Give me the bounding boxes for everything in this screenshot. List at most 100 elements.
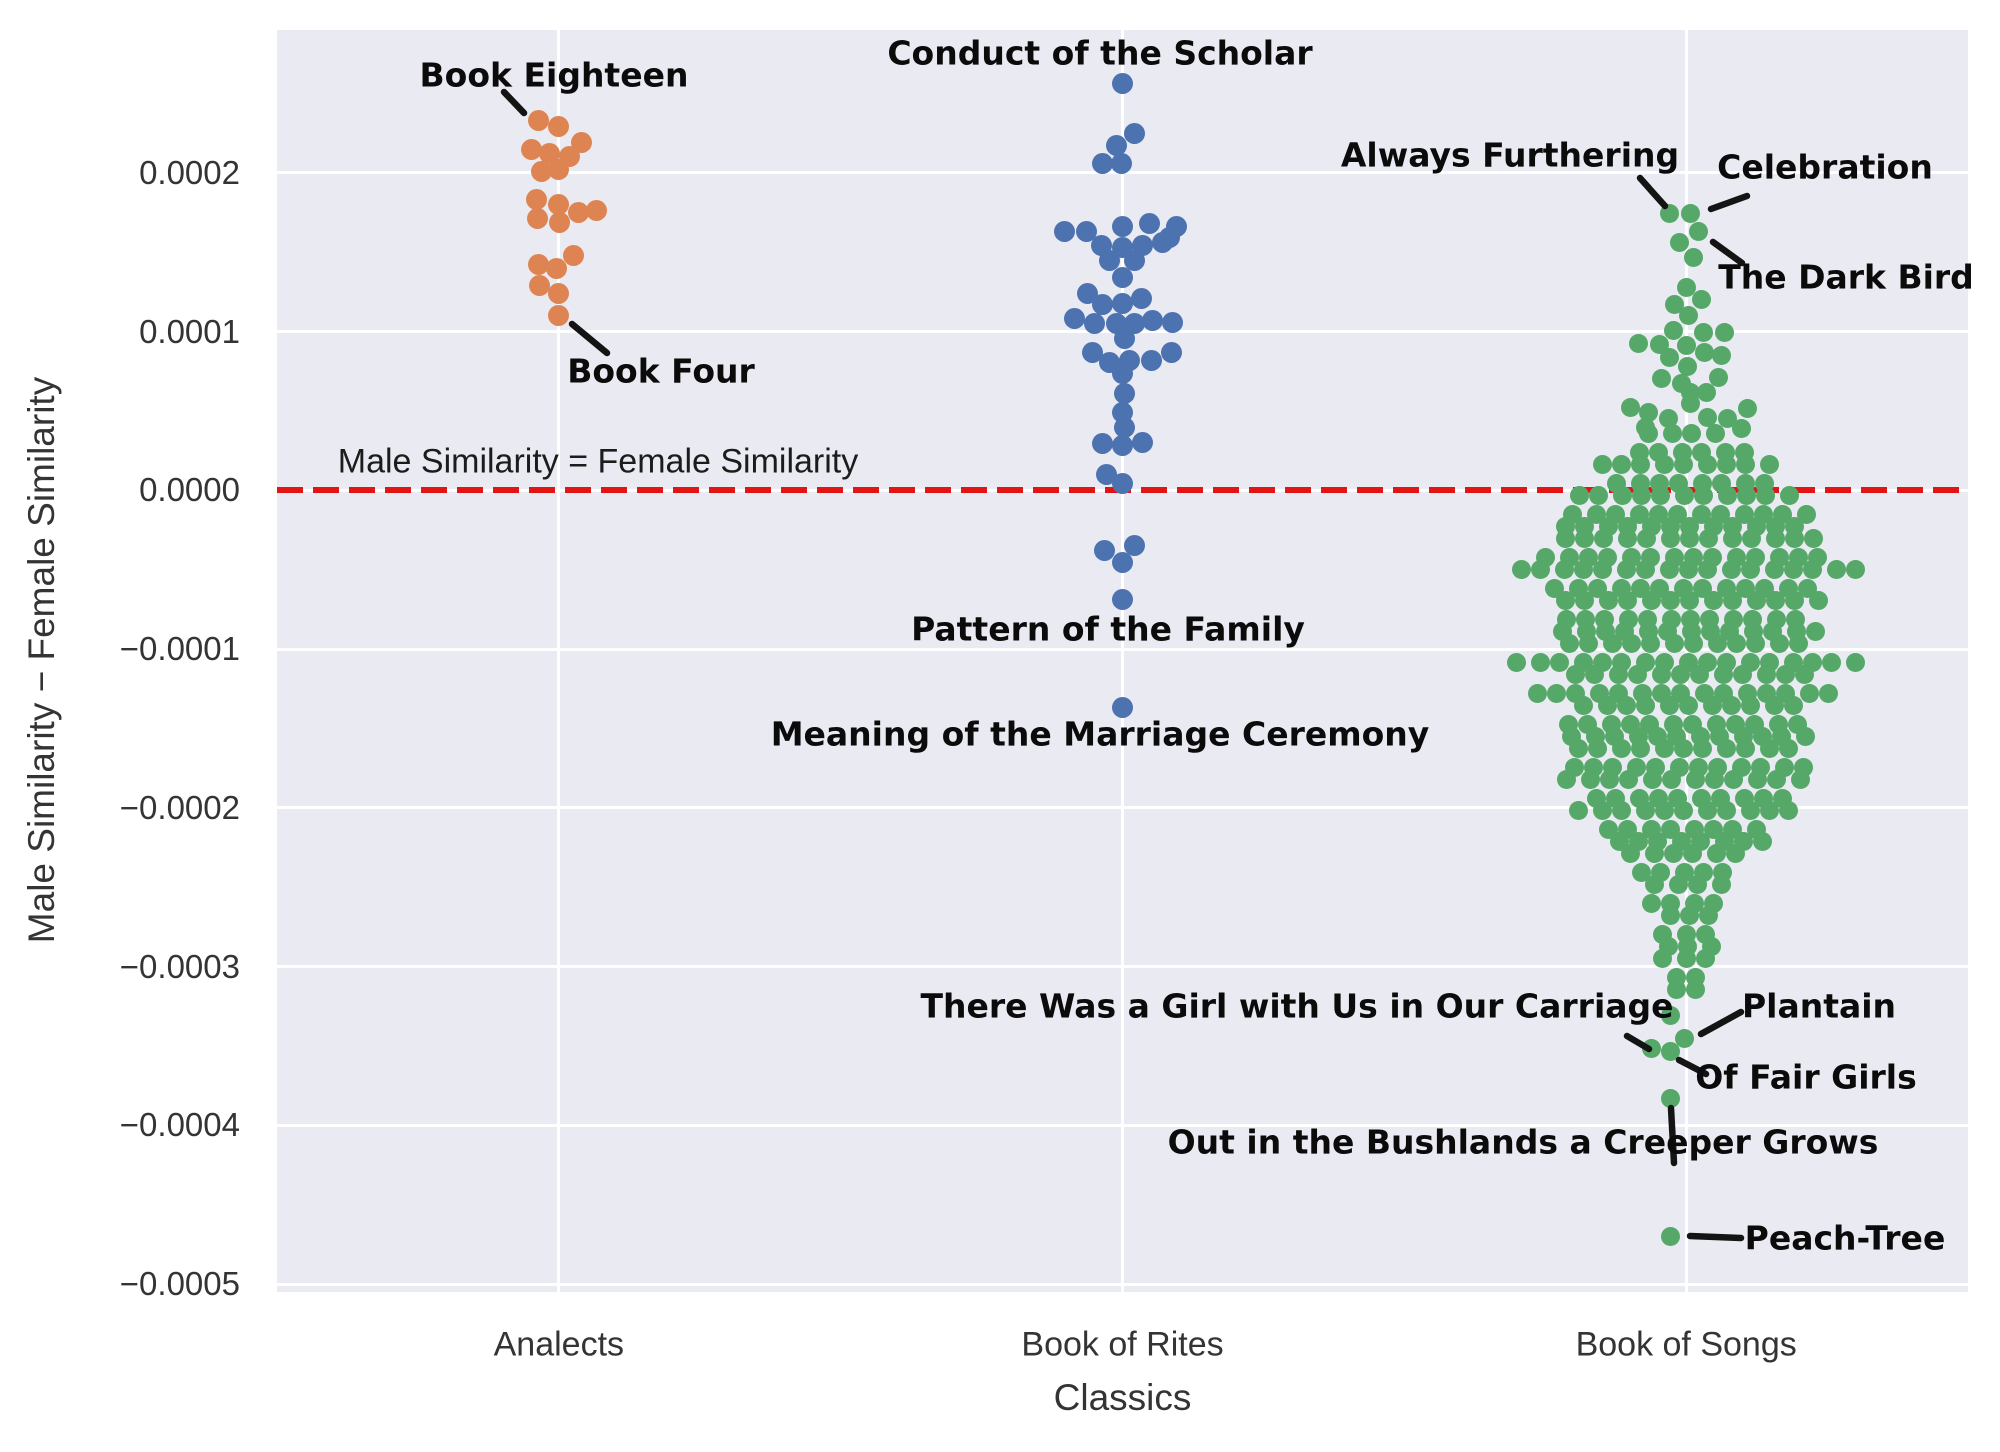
data-point-book-of-songs <box>1802 559 1822 579</box>
data-point-book-of-songs <box>1694 342 1714 362</box>
data-point-book-of-songs <box>1641 633 1661 653</box>
data-point-book-of-songs <box>1585 664 1605 684</box>
data-point-book-of-songs <box>1616 695 1636 715</box>
data-point-book-of-songs <box>1665 633 1685 653</box>
data-point-book-of-songs <box>1688 222 1708 242</box>
data-point-book-of-songs <box>1741 528 1761 548</box>
data-point-book-of-songs <box>1619 769 1639 789</box>
data-point-book-of-songs <box>1660 1005 1680 1025</box>
data-point-book-of-songs <box>1678 306 1698 326</box>
data-point-book-of-songs <box>1779 485 1799 505</box>
data-point-book-of-songs <box>1673 738 1693 758</box>
data-point-book-of-songs <box>1664 295 1684 315</box>
data-point-book-of-songs <box>1581 769 1601 789</box>
data-point-book-of-songs <box>1674 485 1694 505</box>
annotation-book-four: Book Four <box>567 351 755 391</box>
data-point-book-of-songs <box>1765 590 1785 610</box>
x-axis-title: Classics <box>1053 1377 1192 1418</box>
data-point-book-of-songs <box>1669 233 1689 253</box>
data-point-book-of-songs <box>1789 633 1809 653</box>
v-gridline <box>557 30 561 1292</box>
data-point-book-of-songs <box>1652 664 1672 684</box>
data-point-book-of-rites <box>1152 232 1173 254</box>
data-point-book-of-songs <box>1805 621 1825 641</box>
data-point-book-of-songs <box>1712 874 1732 894</box>
data-point-book-of-rites <box>1112 588 1133 610</box>
data-point-analects <box>539 143 561 165</box>
data-point-book-of-songs <box>1669 874 1689 894</box>
data-point-book-of-songs <box>1695 948 1715 968</box>
data-point-book-of-songs <box>1680 393 1700 413</box>
data-point-book-of-songs <box>1767 769 1787 789</box>
data-point-book-of-songs <box>1686 769 1706 789</box>
data-point-book-of-songs <box>1770 633 1790 653</box>
data-point-book-of-songs <box>1678 559 1698 579</box>
data-point-book-of-rites <box>1114 416 1135 438</box>
data-point-book-of-songs <box>1659 559 1679 579</box>
data-point-book-of-songs <box>1603 633 1623 653</box>
data-point-book-of-songs <box>1621 843 1641 863</box>
data-point-book-of-songs <box>1697 454 1717 474</box>
data-point-book-of-songs <box>1555 590 1575 610</box>
data-point-book-of-songs <box>1677 356 1697 376</box>
data-point-book-of-songs <box>1716 800 1736 820</box>
data-point-book-of-songs <box>1688 874 1708 894</box>
x-tick-label: Analects <box>493 1325 625 1364</box>
data-point-book-of-rites <box>1124 249 1145 271</box>
data-point-book-of-songs <box>1721 695 1741 715</box>
data-point-book-of-songs <box>1667 980 1687 999</box>
data-point-book-of-songs <box>1628 333 1648 353</box>
data-point-book-of-songs <box>1676 335 1696 355</box>
data-point-book-of-songs <box>1691 290 1711 310</box>
data-point-book-of-songs <box>1654 454 1674 474</box>
data-point-book-of-songs <box>1630 738 1650 758</box>
data-point-analects <box>528 254 550 276</box>
data-point-book-of-songs <box>1660 528 1680 548</box>
data-point-book-of-songs <box>1678 695 1698 715</box>
data-point-analects <box>546 257 568 279</box>
data-point-book-of-rites <box>1112 292 1133 314</box>
y-tick-label: −0.0004 <box>119 1106 240 1144</box>
data-point-analects <box>528 109 550 131</box>
data-point-book-of-songs <box>1660 590 1680 610</box>
data-point-book-of-songs <box>1566 664 1586 684</box>
data-point-book-of-songs <box>1683 247 1703 267</box>
data-point-book-of-songs <box>1671 664 1691 684</box>
data-point-book-of-songs <box>1746 633 1766 653</box>
data-point-book-of-songs <box>1555 528 1575 548</box>
data-point-book-of-songs <box>1660 1226 1680 1246</box>
data-point-book-of-songs <box>1659 203 1679 223</box>
data-point-book-of-songs <box>1707 843 1727 863</box>
data-point-book-of-rites <box>1099 249 1120 271</box>
data-point-book-of-songs <box>1717 408 1737 428</box>
data-point-book-of-songs <box>1692 738 1712 758</box>
data-point-book-of-songs <box>1574 590 1594 610</box>
annotation-meaning-of-the-marriage-ceremony: Meaning of the Marriage Ceremony <box>770 714 1430 754</box>
data-point-book-of-rites <box>1162 311 1183 333</box>
data-point-book-of-rites <box>1112 216 1133 238</box>
data-point-book-of-rites <box>1096 463 1117 485</box>
y-tick-label: −0.0002 <box>119 788 240 826</box>
data-point-book-of-songs <box>1714 322 1734 342</box>
data-point-book-of-songs <box>1636 528 1656 548</box>
data-point-book-of-songs <box>1746 590 1766 610</box>
data-point-book-of-songs <box>1693 322 1713 342</box>
annotation-peach-tree: Peach-Tree <box>1744 1218 1946 1258</box>
annotation-there-was-a-girl: There Was a Girl with Us in Our Carriage <box>920 986 1674 1026</box>
data-point-book-of-rites <box>1054 221 1075 243</box>
data-point-book-of-songs <box>1845 559 1865 579</box>
data-point-book-of-songs <box>1592 559 1612 579</box>
data-point-book-of-songs <box>1721 559 1741 579</box>
x-tick-label: Book of Rites <box>1021 1325 1224 1364</box>
data-point-book-of-songs <box>1598 590 1618 610</box>
data-point-book-of-songs <box>1641 590 1661 610</box>
data-point-book-of-songs <box>1759 800 1779 820</box>
data-point-analects <box>531 160 553 182</box>
data-point-book-of-songs <box>1579 633 1599 653</box>
data-point-book-of-songs <box>1693 485 1713 505</box>
data-point-book-of-songs <box>1821 652 1841 672</box>
data-point-book-of-songs <box>1569 485 1589 505</box>
data-point-book-of-songs <box>1659 347 1679 367</box>
data-point-book-of-songs <box>1574 528 1594 548</box>
